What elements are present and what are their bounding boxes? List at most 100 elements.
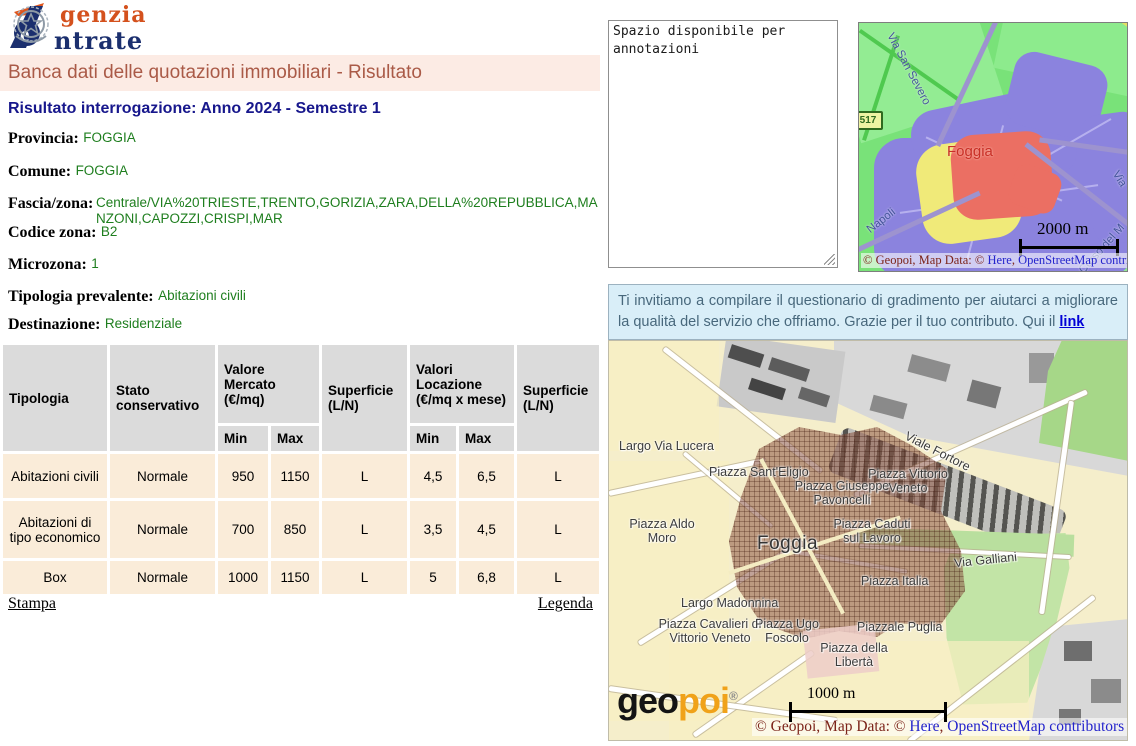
survey-banner: Ti invitiamo a compilare il questionario…: [608, 284, 1128, 341]
col-header-tipologia: Tipologia: [3, 345, 107, 451]
map-label-piazza-sant-eligio: Piazza Sant'Eligio: [709, 465, 809, 479]
cell-superficie-vl: L: [517, 561, 599, 594]
microzona-label: Microzona:: [8, 256, 87, 273]
table-links: Stampa Legenda: [8, 595, 593, 613]
city-map-shapes: [609, 341, 1127, 740]
field-provincia: Provincia: FOGGIA: [8, 130, 136, 148]
svg-text:e: e: [20, 22, 29, 46]
italy-emblem-icon: [13, 6, 49, 43]
route-shield-517: 517: [859, 111, 883, 130]
map-label-piazza-vittorio-veneto: Piazza Vittorio Veneto: [868, 467, 948, 496]
map-label-piazza-caduti-sul-lavoro: Piazza Caduti sul Lavoro: [833, 517, 911, 546]
mini-map-city-label: Foggia: [947, 143, 993, 160]
city-map-scale-label: 1000 m: [807, 685, 856, 702]
cell-superficie-vm: L: [322, 561, 407, 594]
result-heading: Risultato interrogazione: Anno 2024 - Se…: [8, 100, 381, 117]
city-map-scale-bar: [789, 701, 947, 723]
textarea-resize-grip[interactable]: [824, 254, 835, 265]
map-label-piazza-italia: Piazza Italia: [861, 574, 929, 588]
codice-zona-value: B2: [100, 224, 118, 239]
cell-vm-max: 1150: [271, 561, 319, 594]
stampa-link[interactable]: Stampa: [8, 595, 56, 612]
col-header-valore-mercato: Valore Mercato (€/mq): [218, 345, 319, 423]
city-map[interactable]: Largo Via Lucera Piazza Sant'Eligio Piaz…: [608, 340, 1128, 741]
cell-tipologia: Abitazioni civili: [3, 454, 107, 498]
cell-superficie-vm: L: [322, 454, 407, 498]
cell-vl-max: 4,5: [459, 501, 514, 558]
comune-value: FOGGIA: [75, 163, 129, 178]
col-header-vm-min: Min: [218, 426, 268, 451]
col-header-stato: Stato conservativo: [110, 345, 215, 451]
microzona-value: 1: [91, 256, 99, 271]
cell-superficie-vm: L: [322, 501, 407, 558]
col-header-vm-max: Max: [271, 426, 319, 451]
col-header-valori-locazione: Valori Locazione (€/mq x mese): [410, 345, 514, 423]
cell-superficie-vl: L: [517, 454, 599, 498]
map-label-piazza-ugo-foscolo: Piazza Ugo Foscolo: [755, 617, 819, 646]
cell-superficie-vl: L: [517, 501, 599, 558]
annotations-textarea[interactable]: Spazio disponibile per annotazioni: [608, 20, 838, 268]
zone-mini-map[interactable]: Via San Severo Napoli Corso del M Via 51…: [858, 22, 1128, 272]
provincia-label: Provincia:: [8, 130, 79, 147]
provincia-value: FOGGIA: [83, 130, 136, 145]
field-codice-zona: Codice zona: B2: [8, 224, 117, 242]
map-label-piazza-aldo-moro: Piazza Aldo Moro: [629, 517, 695, 546]
destinazione-label: Destinazione:: [8, 316, 101, 333]
city-map-attribution: © Geopoi, Map Data: © Here, OpenStreetMa…: [752, 718, 1127, 736]
comune-label: Comune:: [8, 163, 72, 180]
geopoi-logo: geopoi®: [617, 680, 738, 721]
map-label-largo-via-lucera: Largo Via Lucera: [619, 439, 714, 453]
field-destinazione: Destinazione: Residenziale: [8, 316, 182, 334]
cell-vm-min: 950: [218, 454, 268, 498]
cell-vm-min: 1000: [218, 561, 268, 594]
tipologia-prevalente-value: Abitazioni civili: [158, 288, 246, 303]
table-row: Abitazioni civili Normale 950 1150 L 4,5…: [3, 454, 599, 498]
logo-word-entrate: ntrate: [54, 26, 144, 55]
here-link[interactable]: Here: [909, 718, 940, 735]
cell-vm-max: 850: [271, 501, 319, 558]
mini-map-scale-bar: [1019, 238, 1119, 256]
tipologia-prevalente-label: Tipologia prevalente:: [8, 288, 154, 305]
fascia-value: Centrale/VIA%20TRIESTE,TRENTO,GORIZIA,ZA…: [96, 195, 598, 226]
col-header-superficie-2: Superficie (L/N): [517, 345, 599, 451]
cell-vl-min: 4,5: [410, 454, 456, 498]
cell-vl-max: 6,8: [459, 561, 514, 594]
legenda-link[interactable]: Legenda: [537, 595, 593, 612]
map-label-largo-madonnina: Largo Madonnina: [681, 596, 779, 610]
codice-zona-label: Codice zona:: [8, 224, 97, 241]
map-label-piazza-cavalieri: Piazza Cavalieri di Vittorio Veneto: [658, 617, 762, 646]
field-fascia-zona: Fascia/zona: Centrale/VIA%20TRIESTE,TREN…: [8, 195, 600, 226]
openstreetmap-link[interactable]: OpenStreetMap contributors: [1018, 253, 1128, 267]
survey-link[interactable]: link: [1059, 314, 1085, 331]
col-header-vl-min: Min: [410, 426, 456, 451]
map-label-foggia: Foggia: [757, 533, 819, 554]
openstreetmap-link[interactable]: OpenStreetMap contributors: [947, 718, 1125, 735]
cell-vl-min: 3,5: [410, 501, 456, 558]
page-title: Banca dati delle quotazioni immobiliari …: [0, 55, 600, 91]
fascia-label: Fascia/zona:: [8, 195, 94, 212]
cell-vl-max: 6,5: [459, 454, 514, 498]
cell-tipologia: Abitazioni di tipo economico: [3, 501, 107, 558]
cell-tipologia: Box: [3, 561, 107, 594]
col-header-vl-max: Max: [459, 426, 514, 451]
logo-word-agenzia: genzia: [60, 2, 147, 28]
map-label-piazza-giuseppe-pavoncelli: Piazza Giuseppe Pavoncelli: [794, 479, 890, 508]
field-comune: Comune: FOGGIA: [8, 163, 128, 181]
field-microzona: Microzona: 1: [8, 256, 99, 274]
map-label-piazzale-puglia: Piazzale Puglia: [857, 620, 943, 634]
mini-map-attribution: © Geopoi, Map Data: © Here, OpenStreetMa…: [861, 253, 1128, 268]
mini-map-scale-label: 2000 m: [1037, 219, 1089, 238]
cell-vm-max: 1150: [271, 454, 319, 498]
here-link[interactable]: Here: [987, 253, 1012, 267]
table-row: Box Normale 1000 1150 L 5 6,8 L: [3, 561, 599, 594]
map-label-piazza-della-liberta: Piazza della Libertà: [820, 641, 888, 670]
field-tipologia-prevalente: Tipologia prevalente: Abitazioni civili: [8, 288, 246, 306]
col-header-superficie-1: Superficie (L/N): [322, 345, 407, 451]
cell-stato: Normale: [110, 561, 215, 594]
quotations-table: Tipologia Stato conservativo Valore Merc…: [0, 342, 602, 597]
survey-text: Ti invitiamo a compilare il questionario…: [618, 293, 1118, 331]
destinazione-value: Residenziale: [104, 316, 183, 331]
cell-vm-min: 700: [218, 501, 268, 558]
cell-vl-min: 5: [410, 561, 456, 594]
cell-stato: Normale: [110, 454, 215, 498]
